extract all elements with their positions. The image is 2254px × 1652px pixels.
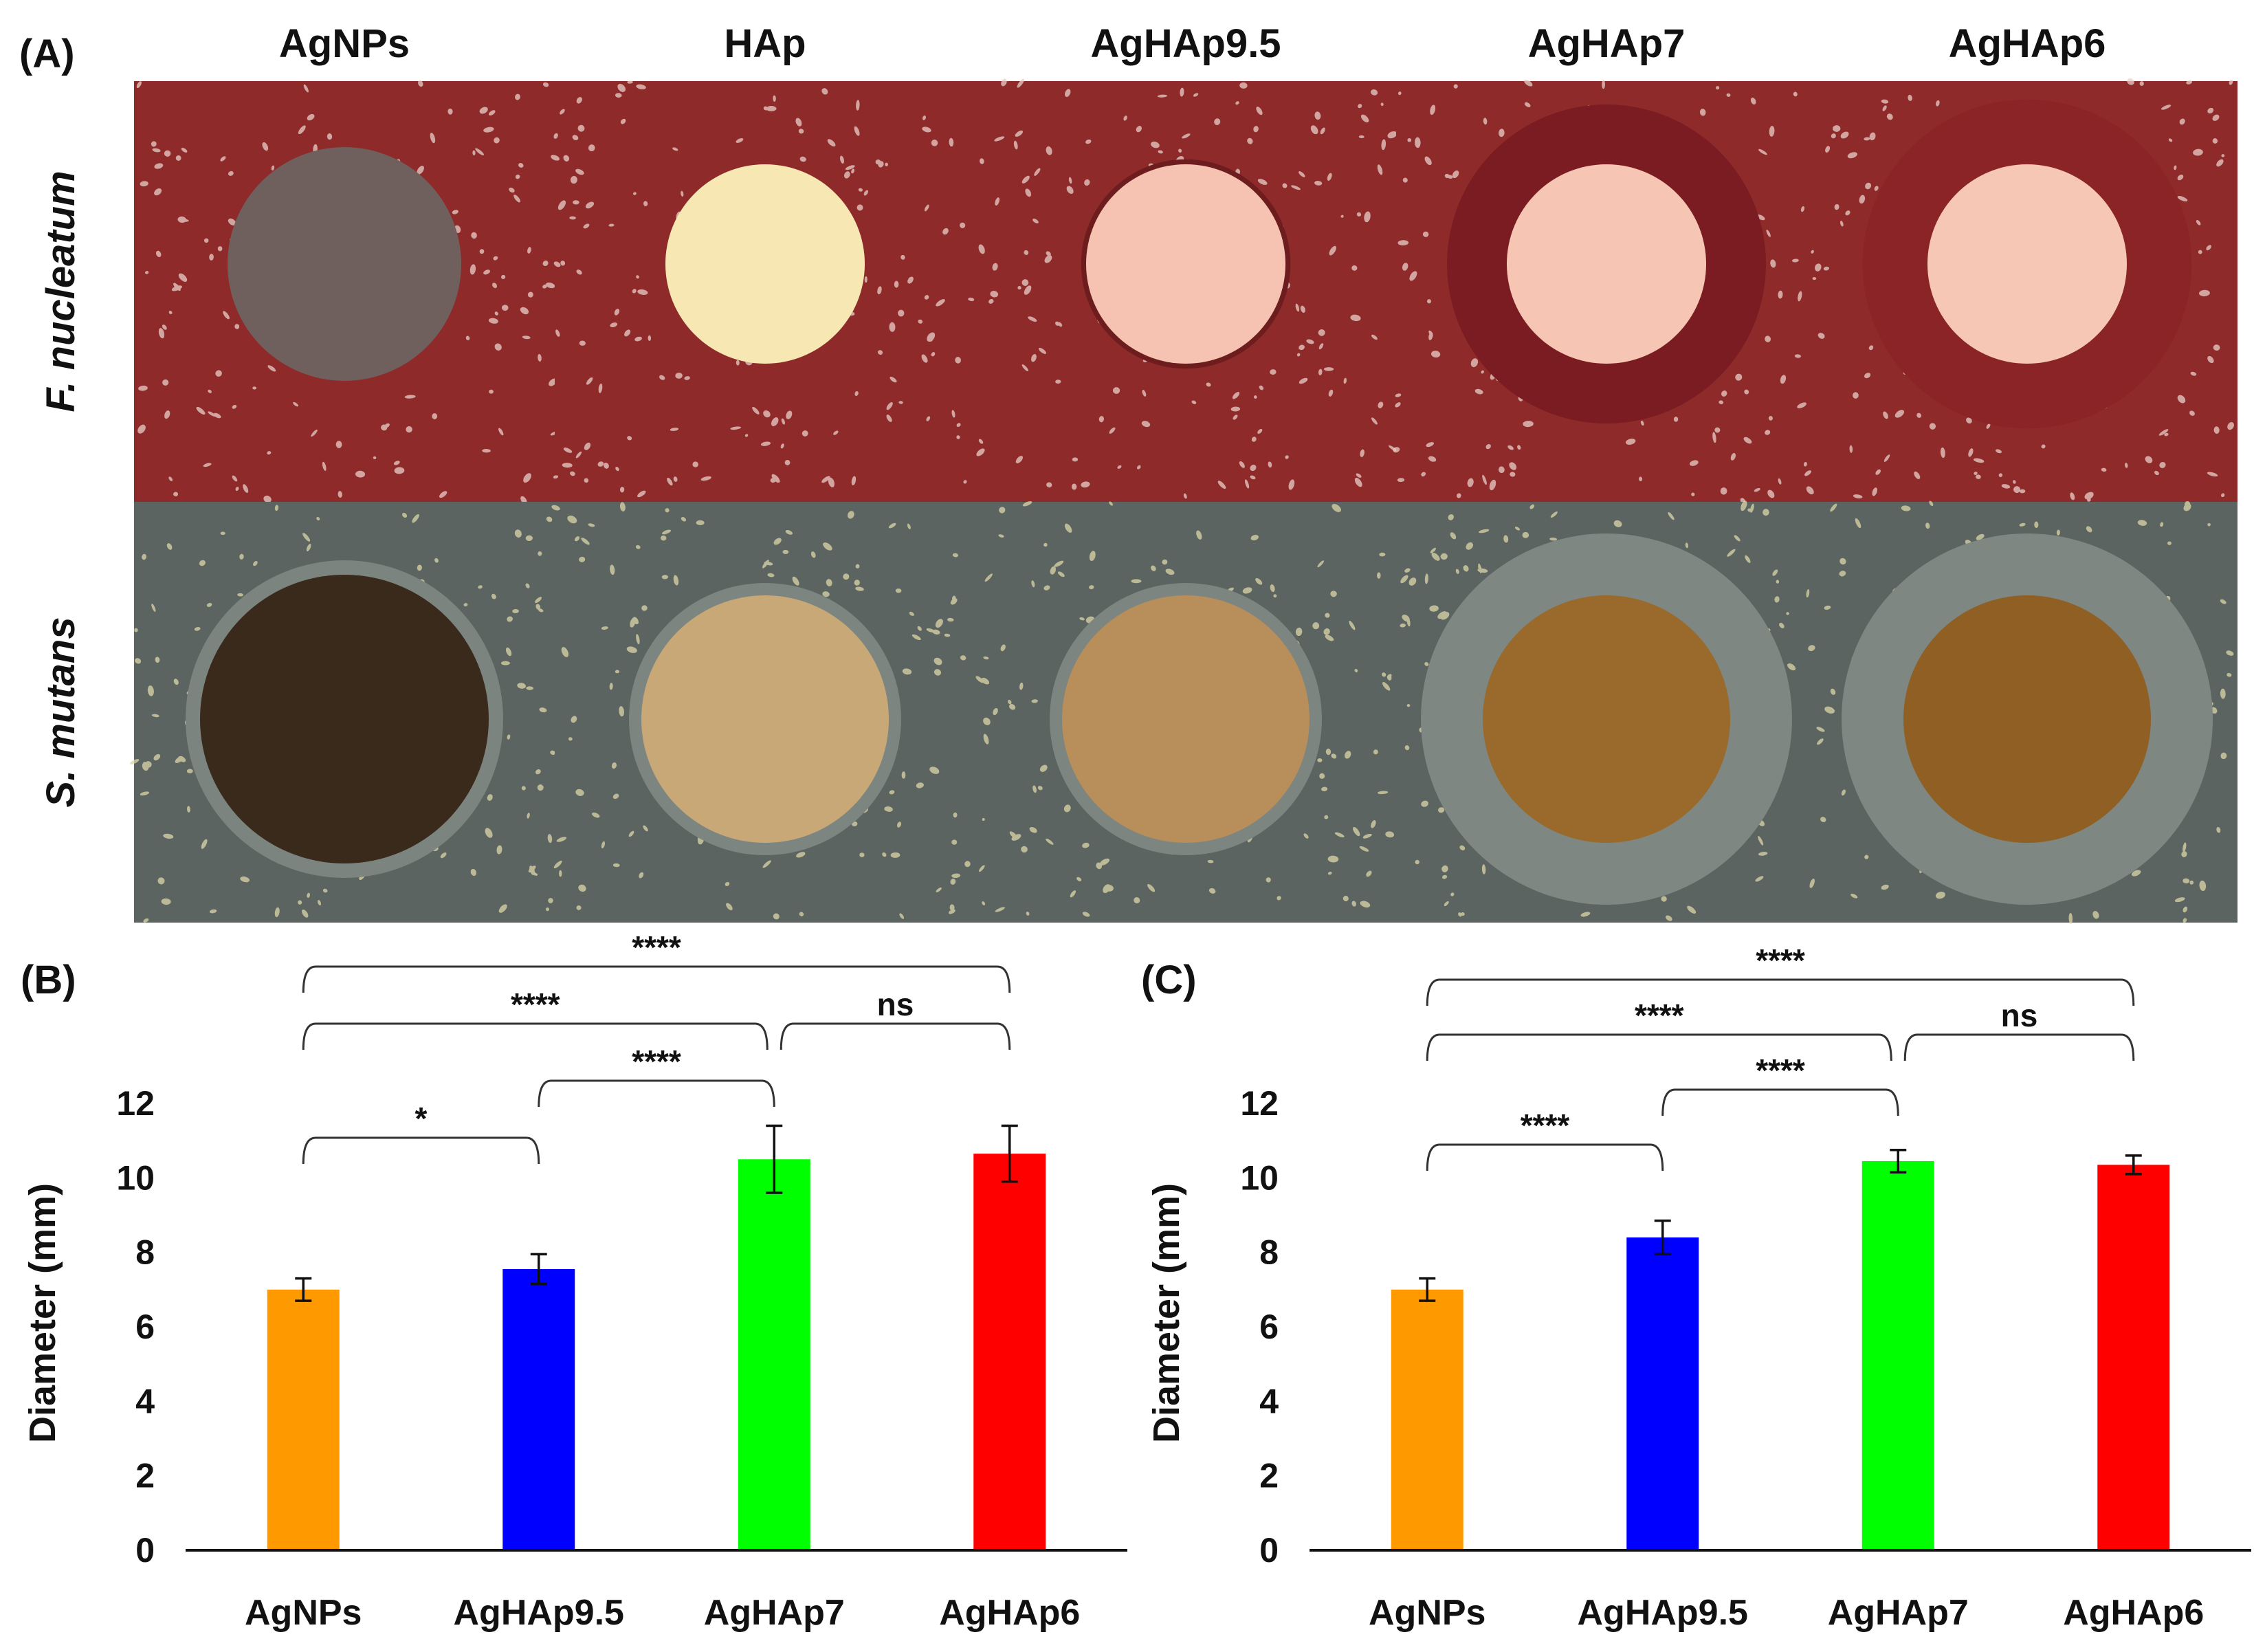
error-bar-aghap7 xyxy=(1890,1148,1907,1174)
significance-bracket xyxy=(302,1022,769,1050)
y-tick-label: 10 xyxy=(116,1158,155,1197)
error-bar-aghap9-5 xyxy=(530,1253,547,1286)
error-bar-aghap9-5 xyxy=(1654,1219,1671,1256)
column-title-aghap7: AgHAp7 xyxy=(1528,21,1686,66)
significance-label: **** xyxy=(632,1044,681,1079)
significance-bracket xyxy=(302,1136,540,1165)
significance-label: **** xyxy=(1756,943,1805,978)
y-axis-label: Diameter (mm) xyxy=(22,1183,63,1443)
plate-f-nucleatum-aghap7 xyxy=(1393,79,1817,504)
column-title-hap: HAp xyxy=(724,21,806,66)
category-label-aghap7: AgHAp7 xyxy=(704,1593,845,1633)
significance-label: ns xyxy=(2001,998,2038,1033)
y-tick-label: 6 xyxy=(1259,1308,1279,1346)
significance-label: **** xyxy=(1635,998,1684,1033)
bar-aghap7 xyxy=(1861,1160,1934,1550)
significance-label: **** xyxy=(1756,1053,1805,1088)
category-label-agnps: AgNPs xyxy=(245,1593,362,1633)
bar-aghap6 xyxy=(973,1154,1046,1550)
plate-f-nucleatum-agnps xyxy=(134,80,557,505)
category-label-aghap9-5: AgHAp9.5 xyxy=(454,1593,624,1633)
significance-label: **** xyxy=(1521,1108,1570,1143)
panel-a-label: (A) xyxy=(19,32,75,76)
plate-f-nucleatum-aghap9-5 xyxy=(975,78,1398,502)
significance-bracket xyxy=(302,965,1011,993)
significance-label: ns xyxy=(877,987,914,1022)
y-tick-label: 4 xyxy=(1259,1382,1279,1420)
sample-disc xyxy=(200,575,489,863)
chart-b: (B) 0 2 4 6 8 10 12 Diameter (mm) AgNPs AgHAp9.5 Ag… xyxy=(21,929,1127,1633)
sample-disc xyxy=(641,595,889,843)
significance-bracket xyxy=(1426,1143,1664,1171)
panel-label: (B) xyxy=(21,958,76,1002)
significance-label: * xyxy=(415,1101,428,1136)
plate-s-mutans-aghap6 xyxy=(1816,500,2238,924)
category-label-aghap6: AgHAp6 xyxy=(2063,1593,2204,1633)
y-tick-label: 0 xyxy=(135,1531,155,1570)
y-tick-label: 10 xyxy=(1240,1158,1279,1197)
y-tick-label: 2 xyxy=(1259,1457,1279,1495)
significance-bracket xyxy=(538,1079,775,1108)
panel-label: (C) xyxy=(1141,958,1197,1002)
photo-panel: AgNPs HAp AgHAp9.5 AgHAp7 AgHAp6 F. nucleatum… xyxy=(38,21,2238,924)
bar-aghap7 xyxy=(738,1159,810,1550)
plate-s-mutans-agnps xyxy=(129,502,555,923)
y-tick-label: 2 xyxy=(135,1457,155,1495)
error-bar-agnps xyxy=(1419,1277,1436,1302)
significance-bracket xyxy=(1903,1033,2135,1061)
sample-disc xyxy=(1062,595,1310,843)
plate-s-mutans-hap xyxy=(551,502,975,923)
significance-bracket xyxy=(1426,978,2135,1006)
sample-disc xyxy=(665,164,865,364)
error-bar-aghap6 xyxy=(1001,1124,1018,1183)
plate-s-mutans-aghap9-5 xyxy=(975,500,1396,923)
bar-aghap9-5 xyxy=(502,1269,575,1550)
category-label-aghap9-5: AgHAp9.5 xyxy=(1578,1593,1748,1633)
error-bar-aghap6 xyxy=(2125,1154,2142,1176)
bar-aghap9-5 xyxy=(1626,1237,1699,1550)
category-label-aghap6: AgHAp6 xyxy=(939,1593,1080,1633)
category-label-aghap7: AgHAp7 xyxy=(1828,1593,1969,1633)
column-title-aghap6: AgHAp6 xyxy=(1949,21,2106,66)
significance-bracket xyxy=(1661,1088,1899,1116)
significance-bracket xyxy=(1426,1033,1892,1061)
y-tick-label: 6 xyxy=(135,1308,155,1346)
sample-disc xyxy=(1927,164,2127,364)
y-tick-label: 8 xyxy=(135,1233,155,1272)
y-tick-label: 8 xyxy=(1259,1233,1279,1272)
significance-bracket xyxy=(780,1022,1011,1050)
bar-agnps xyxy=(267,1289,340,1550)
column-title-aghap9-5: AgHAp9.5 xyxy=(1090,21,1281,66)
y-axis-label: Diameter (mm) xyxy=(1146,1183,1187,1443)
sample-disc xyxy=(1086,164,1285,364)
sample-disc xyxy=(1483,595,1730,843)
plate-s-mutans-aghap7 xyxy=(1396,500,1817,923)
bar-agnps xyxy=(1391,1289,1463,1550)
row-title-s-mutans: S. mutans xyxy=(38,617,83,807)
y-tick-label: 0 xyxy=(1259,1531,1279,1570)
sample-disc xyxy=(1903,595,2151,843)
sample-disc xyxy=(228,147,461,381)
error-bar-aghap7 xyxy=(766,1124,783,1194)
y-tick-label: 12 xyxy=(1240,1084,1279,1123)
significance-label: **** xyxy=(511,987,560,1022)
error-bar-agnps xyxy=(295,1277,312,1302)
plate-f-nucleatum-hap xyxy=(551,80,975,502)
bar-aghap6 xyxy=(2097,1165,2170,1550)
row-title-f-nucleatum: F. nucleatum xyxy=(38,170,83,412)
sample-disc xyxy=(1507,164,1706,364)
y-tick-label: 4 xyxy=(135,1382,155,1420)
category-label-agnps: AgNPs xyxy=(1369,1593,1485,1633)
y-tick-label: 12 xyxy=(116,1084,155,1123)
plate-f-nucleatum-aghap6 xyxy=(1814,78,2238,502)
chart-c: (C) 0 2 4 6 8 10 12 Diameter (mm) AgNPs AgHAp9.5 Ag… xyxy=(1141,943,2251,1633)
column-title-agnps: AgNPs xyxy=(279,21,410,66)
significance-label: **** xyxy=(632,929,681,965)
